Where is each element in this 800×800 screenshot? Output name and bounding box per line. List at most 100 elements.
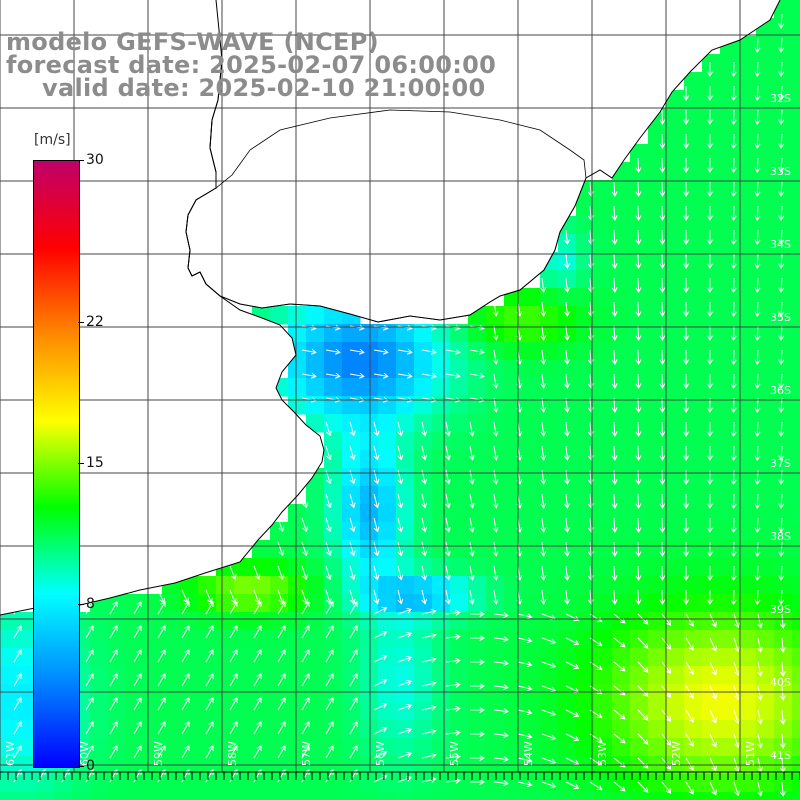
wind-arrow — [659, 565, 666, 581]
wind-arrow — [706, 541, 713, 557]
wind-arrow — [277, 673, 286, 687]
wind-cell — [594, 738, 613, 757]
wind-arrow — [661, 781, 672, 794]
wind-arrow — [445, 657, 461, 664]
wind-cell — [756, 774, 775, 793]
wind-arrow — [754, 229, 761, 245]
wind-cell — [774, 684, 793, 703]
wind-cell — [288, 612, 307, 631]
wind-cell — [486, 684, 505, 703]
wind-cell — [360, 558, 379, 577]
wind-arrow — [683, 349, 690, 365]
wind-cell — [702, 162, 721, 181]
wind-cell — [396, 522, 415, 541]
wind-cell — [576, 216, 595, 235]
wind-cell — [432, 702, 451, 721]
wind-cell — [684, 342, 703, 361]
wind-cell — [684, 774, 703, 793]
wind-cell — [450, 396, 469, 415]
wind-cell — [612, 486, 631, 505]
wind-arrow — [421, 728, 437, 735]
wind-arrow — [587, 181, 594, 197]
wind-arrow — [301, 601, 310, 615]
wind-cell — [612, 450, 631, 469]
wind-arrow — [635, 445, 642, 461]
wind-cell — [306, 774, 325, 793]
wind-cell — [720, 648, 739, 667]
wind-cell — [378, 522, 397, 541]
wind-cell — [0, 774, 19, 793]
wind-cell — [306, 360, 325, 379]
wind-arrow — [730, 445, 737, 461]
longitude-labels: 61W 60W 59W 58W 57W 56W 55W 54W 53W 52W 51W — [4, 741, 757, 766]
wind-cell — [360, 612, 379, 631]
wind-cell — [738, 738, 757, 757]
wind-arrow — [325, 673, 334, 687]
wind-arrow — [635, 205, 642, 221]
wind-cell — [432, 486, 451, 505]
wind-cell — [270, 594, 289, 613]
wind-cell — [0, 738, 19, 757]
wind-cell — [756, 126, 775, 145]
wind-cell — [576, 378, 595, 397]
wind-cell — [702, 108, 721, 127]
wind-arrow — [229, 697, 238, 711]
wind-arrow — [325, 721, 334, 735]
wind-cell — [630, 216, 649, 235]
wind-arrow — [468, 445, 475, 461]
wind-cell — [630, 540, 649, 559]
wind-cell — [666, 540, 685, 559]
wind-cell — [720, 234, 739, 253]
wind-cell — [306, 378, 325, 397]
wind-cell — [396, 576, 415, 595]
wind-cell — [432, 450, 451, 469]
wind-cell — [576, 774, 595, 793]
wind-cell — [414, 450, 433, 469]
wind-cell — [0, 666, 19, 685]
wind-cell — [792, 396, 800, 415]
wind-arrow — [13, 625, 22, 639]
wind-cell — [180, 720, 199, 739]
wind-cell — [792, 738, 800, 757]
wind-cell — [396, 486, 415, 505]
wind-cell — [522, 324, 541, 343]
border-line — [185, 109, 587, 323]
wind-cell — [720, 126, 739, 145]
wind-cell — [792, 486, 800, 505]
wind-cell — [234, 738, 253, 757]
wind-cell — [666, 360, 685, 379]
wind-arrow — [587, 205, 594, 221]
wind-arrow — [325, 565, 332, 581]
wind-arrow — [373, 469, 380, 485]
wind-cell — [234, 792, 253, 800]
wind-arrow — [778, 325, 785, 341]
wind-cell — [774, 270, 793, 289]
wind-cell — [594, 198, 613, 217]
wind-cell — [666, 774, 685, 793]
wind-cell — [792, 270, 800, 289]
wind-cell — [522, 396, 541, 415]
wind-arrow — [587, 253, 594, 269]
wind-cell — [630, 666, 649, 685]
wind-cell — [468, 666, 487, 685]
wind-arrow — [373, 654, 388, 663]
wind-cell — [630, 360, 649, 379]
wind-arrow — [706, 469, 713, 485]
wind-cell — [360, 666, 379, 685]
wind-cell — [360, 414, 379, 433]
wind-cell — [234, 702, 253, 721]
wind-cell — [162, 648, 181, 667]
wind-arrow — [754, 277, 761, 293]
wind-arrow — [683, 157, 690, 173]
wind-cell — [684, 522, 703, 541]
wind-arrow — [470, 730, 485, 738]
wind-cell — [306, 738, 325, 757]
wind-cell — [504, 486, 523, 505]
wind-cell — [414, 702, 433, 721]
longitude-label: 58W — [226, 741, 239, 766]
wind-cell — [774, 306, 793, 325]
wind-cell — [540, 342, 559, 361]
wind-cell — [342, 558, 361, 577]
wind-cell — [666, 468, 685, 487]
